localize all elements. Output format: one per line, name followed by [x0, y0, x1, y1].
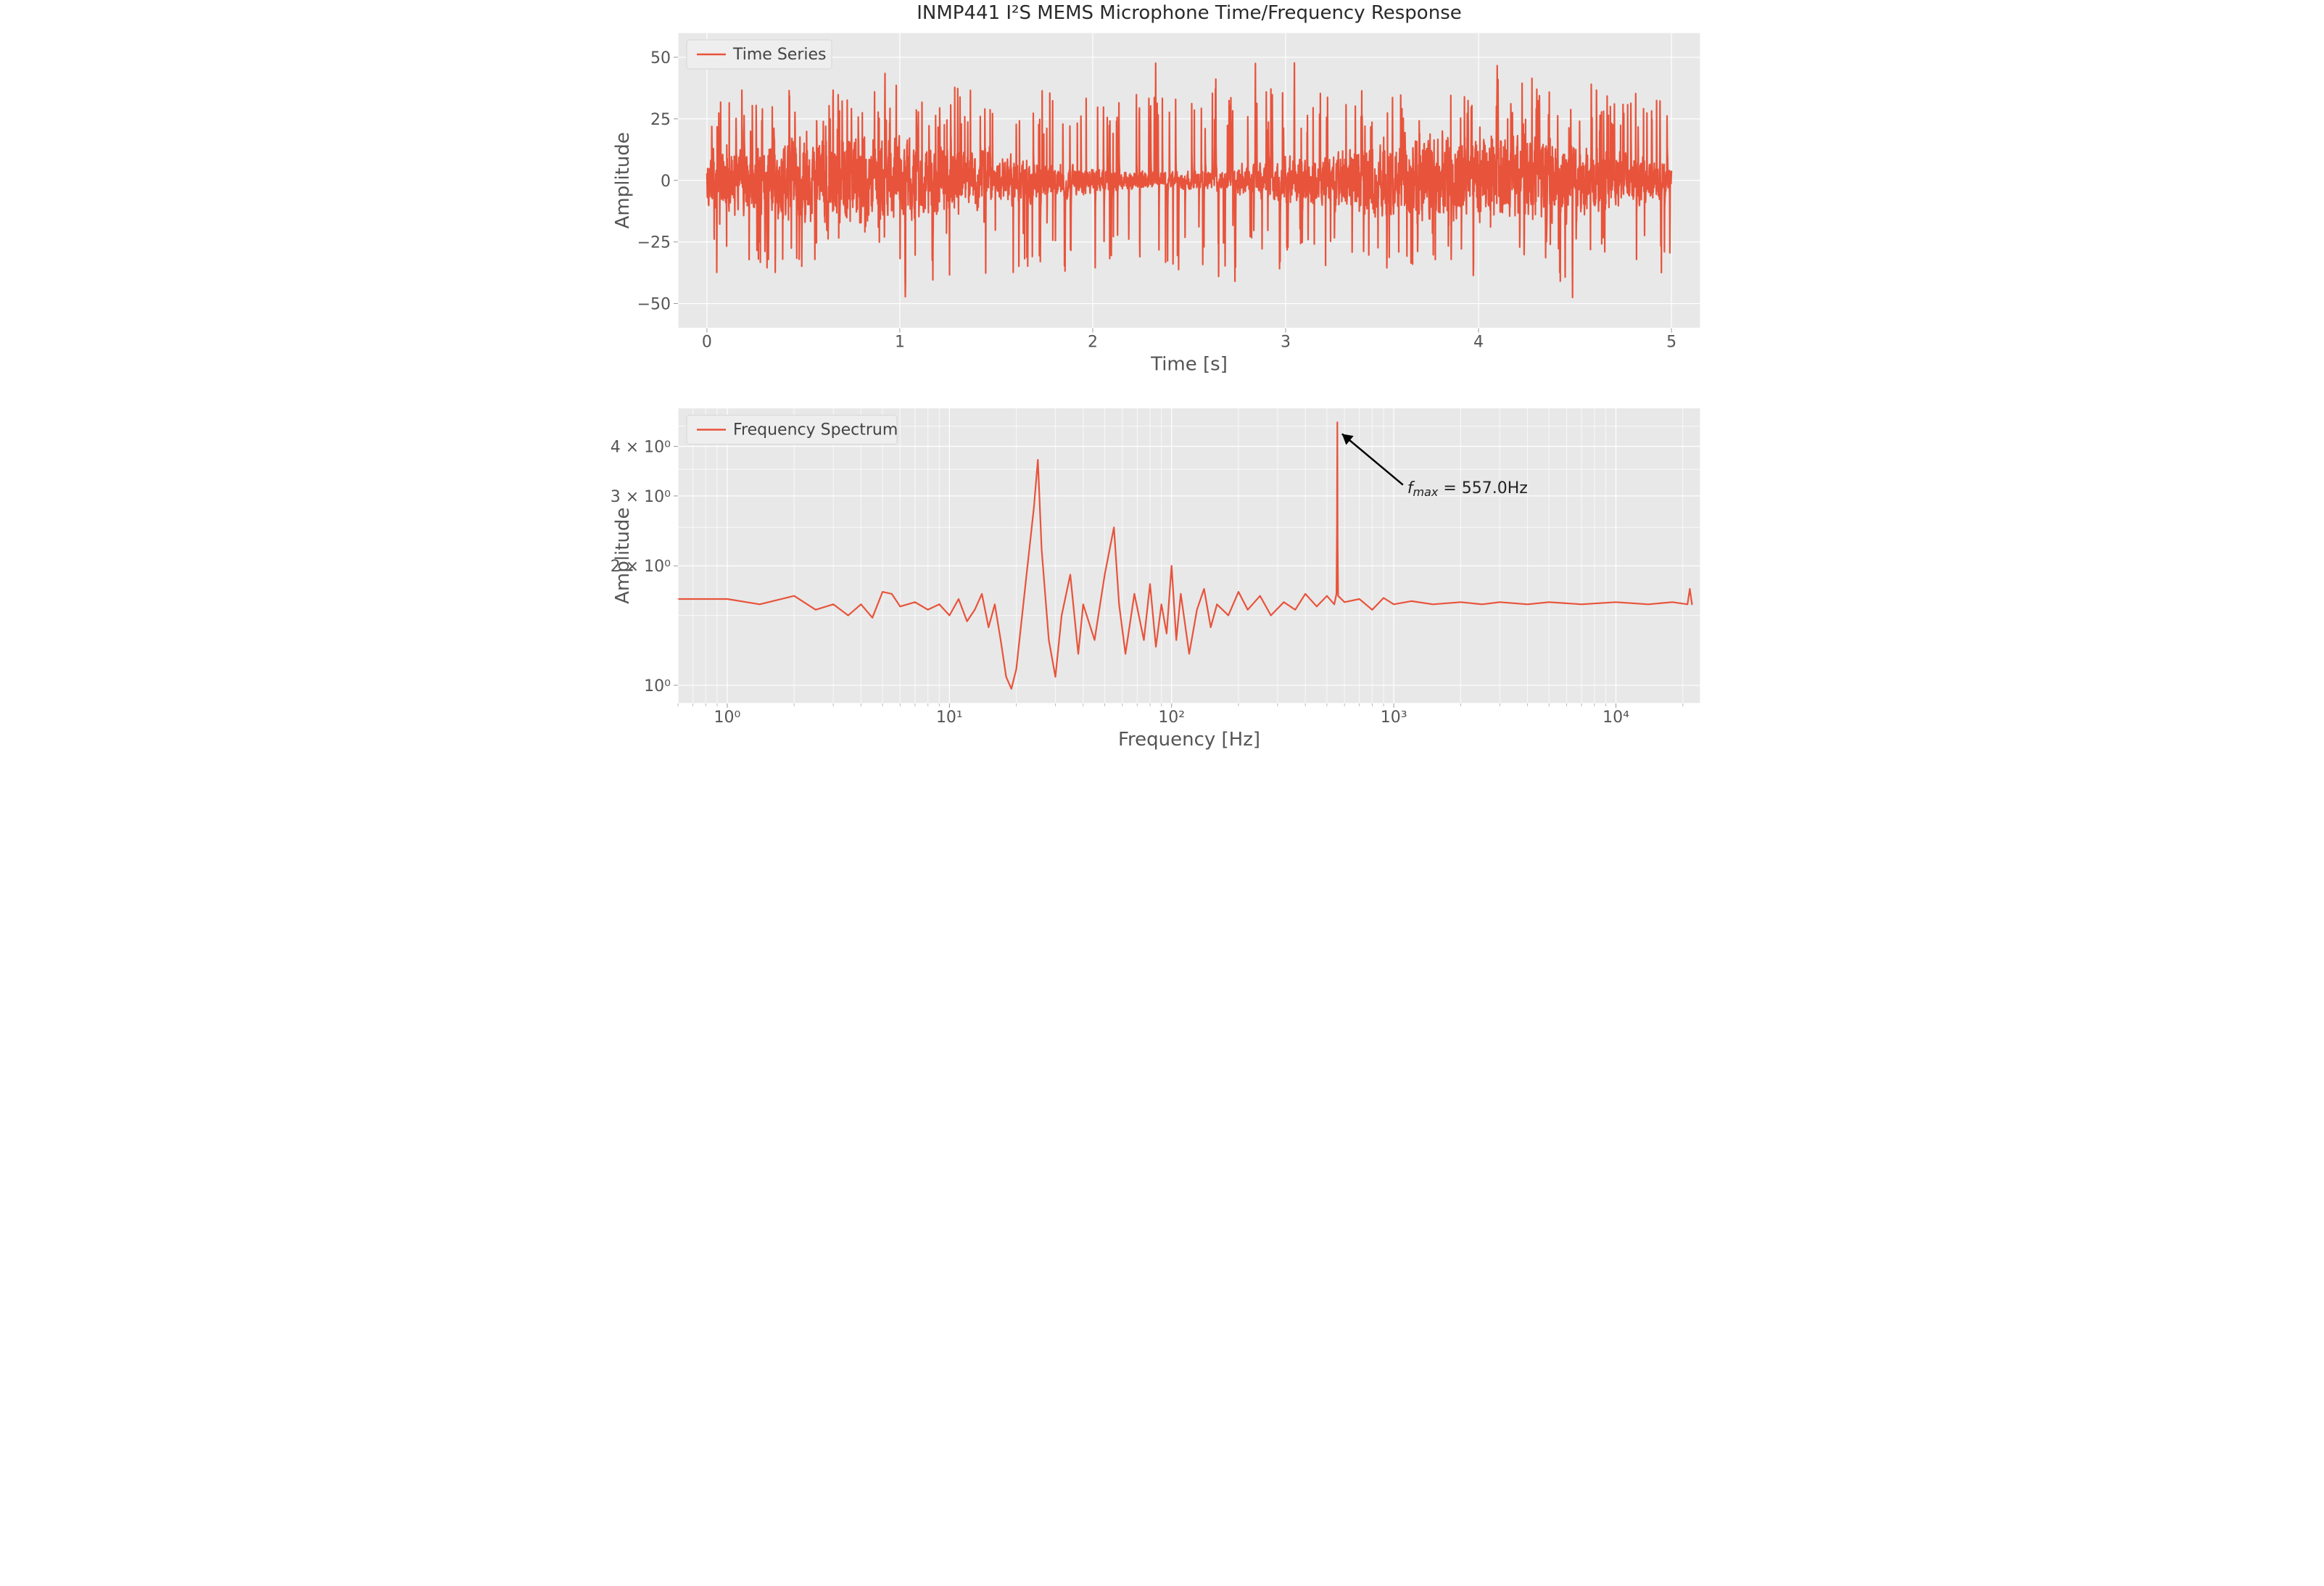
bottom-xtick-label: 10²: [1158, 709, 1185, 727]
figure-svg: INMP441 I²S MEMS Microphone Time/Frequen…: [609, 0, 1715, 754]
top-ytick-label: 0: [661, 173, 671, 191]
bottom-legend-label: Frequency Spectrum: [733, 421, 898, 439]
top-ylabel: Amplitude: [612, 132, 634, 228]
bottom-ylabel: Amplitude: [612, 508, 634, 604]
top-legend: Time Series: [687, 40, 832, 69]
bottom-legend: Frequency Spectrum: [687, 416, 898, 445]
top-xtick-label: 4: [1473, 334, 1484, 352]
bottom-xlabel: Frequency [Hz]: [1118, 729, 1260, 751]
top-xtick-label: 2: [1088, 334, 1098, 352]
bottom-ytick-label: 10⁰: [644, 677, 671, 695]
top-ytick-label: 25: [650, 111, 671, 129]
figure-root: INMP441 I²S MEMS Microphone Time/Frequen…: [609, 0, 1715, 754]
top-xtick-label: 3: [1281, 334, 1291, 352]
bottom-xtick-label: 10⁴: [1603, 709, 1629, 727]
top-legend-label: Time Series: [732, 46, 827, 64]
top-ytick-label: −25: [637, 234, 671, 252]
top-ytick-label: 50: [650, 49, 671, 67]
top-xlabel: Time [s]: [1150, 354, 1228, 376]
figure-title: INMP441 I²S MEMS Microphone Time/Frequen…: [917, 2, 1462, 24]
bottom-ytick-label: 4 × 10⁰: [611, 439, 671, 457]
top-xtick-label: 1: [895, 334, 905, 352]
bottom-xtick-label: 10¹: [936, 709, 963, 727]
bottom-panel-bg: [678, 408, 1700, 704]
top-xtick-label: 5: [1666, 334, 1676, 352]
bottom-xtick-label: 10⁰: [714, 709, 741, 727]
top-xtick-label: 0: [702, 334, 712, 352]
top-ytick-label: −50: [637, 296, 671, 314]
bottom-ytick-label: 3 × 10⁰: [611, 488, 671, 506]
bottom-xtick-label: 10³: [1381, 709, 1407, 727]
